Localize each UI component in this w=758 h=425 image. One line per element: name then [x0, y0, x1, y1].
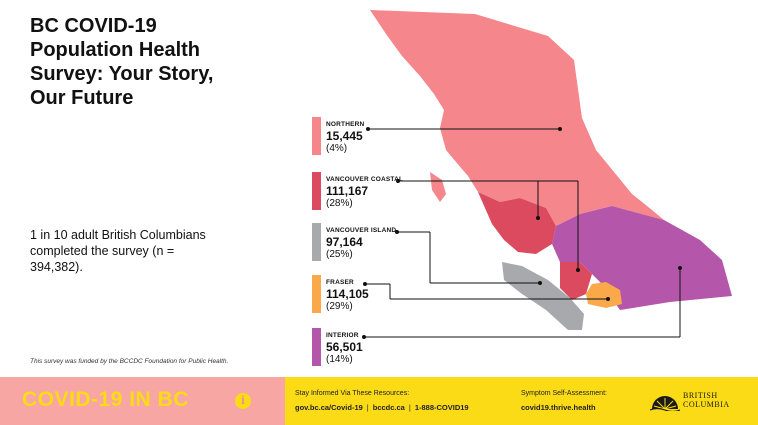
region-haida-gwaii-shape [430, 172, 446, 202]
resource-link-gov[interactable]: gov.bc.ca/Covid-19 [295, 403, 363, 412]
leader-lines [362, 127, 682, 339]
region-card-interior: INTERIOR 56,501 (14%) [312, 328, 422, 366]
region-percent: (25%) [326, 249, 353, 260]
region-percent: (28%) [326, 198, 353, 209]
region-name: INTERIOR [326, 332, 359, 339]
footer-banner: COVID-19 IN BC i Stay Informed Via These… [0, 377, 758, 425]
region-card-vancouver-island: VANCOUVER ISLAND 97,164 (25%) [312, 223, 422, 261]
region-name: NORTHERN [326, 121, 365, 128]
resource-links: gov.bc.ca/Covid-19 | bccdc.ca | 1-888-COVID1… [295, 403, 469, 412]
region-count: 97,164 [326, 235, 363, 249]
bc-logo-line1: BRITISH [683, 391, 718, 400]
bc-sun-icon [650, 396, 680, 411]
region-interior-shape [552, 206, 732, 310]
region-percent: (14%) [326, 354, 353, 365]
brand-text: COVID-19 IN BC [22, 388, 189, 411]
region-name: VANCOUVER COASTAL [326, 176, 404, 183]
info-icon[interactable]: i [235, 393, 251, 409]
survey-stat-text: 1 in 10 adult British Columbians complet… [30, 228, 206, 274]
region-name: FRASER [326, 279, 354, 286]
region-percent: (29%) [326, 301, 353, 312]
region-vancoastal-lower-shape [560, 262, 592, 300]
bc-logo-text: BRITISH COLUMBIA [683, 391, 730, 409]
region-count: 15,445 [326, 129, 363, 143]
region-northern-shape [370, 10, 664, 226]
region-percent: (4%) [326, 143, 348, 154]
resource-link-phone[interactable]: 1-888-COVID19 [414, 403, 469, 412]
resources-title: Stay Informed Via These Resources: [295, 390, 410, 397]
region-count: 114,105 [326, 287, 369, 301]
region-color-bar [312, 172, 321, 210]
region-card-vancouver-coastal: VANCOUVER COASTAL 111,167 (28%) [312, 172, 422, 210]
region-card-fraser: FRASER 114,105 (29%) [312, 275, 422, 313]
region-count: 111,167 [326, 184, 369, 198]
region-vanisland-shape [502, 262, 584, 330]
region-card-northern: NORTHERN 15,445 (4%) [312, 117, 422, 155]
page-title: BC COVID-19 Population Health Survey: Yo… [30, 15, 214, 109]
region-vancoastal-shape [478, 192, 556, 254]
bc-government-logo: BRITISH COLUMBIA [650, 389, 730, 415]
self-assessment-title: Symptom Self-Assessment: [521, 390, 607, 397]
region-color-bar [312, 328, 321, 366]
region-color-bar [312, 223, 321, 261]
region-fraser-shape [586, 282, 622, 308]
footer-resources-panel [285, 377, 758, 425]
resource-link-bccdc[interactable]: bccdc.ca [372, 403, 405, 412]
bc-logo-line2: COLUMBIA [683, 400, 730, 409]
region-name: VANCOUVER ISLAND [326, 227, 397, 234]
region-count: 56,501 [326, 340, 363, 354]
footer-brand-panel: COVID-19 IN BC i [0, 377, 285, 425]
region-color-bar [312, 117, 321, 155]
self-assessment-link[interactable]: covid19.thrive.health [521, 403, 596, 412]
funding-note: This survey was funded by the BCCDC Foun… [30, 358, 229, 365]
region-color-bar [312, 275, 321, 313]
